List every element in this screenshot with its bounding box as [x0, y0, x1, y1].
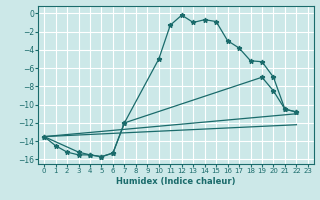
X-axis label: Humidex (Indice chaleur): Humidex (Indice chaleur) — [116, 177, 236, 186]
